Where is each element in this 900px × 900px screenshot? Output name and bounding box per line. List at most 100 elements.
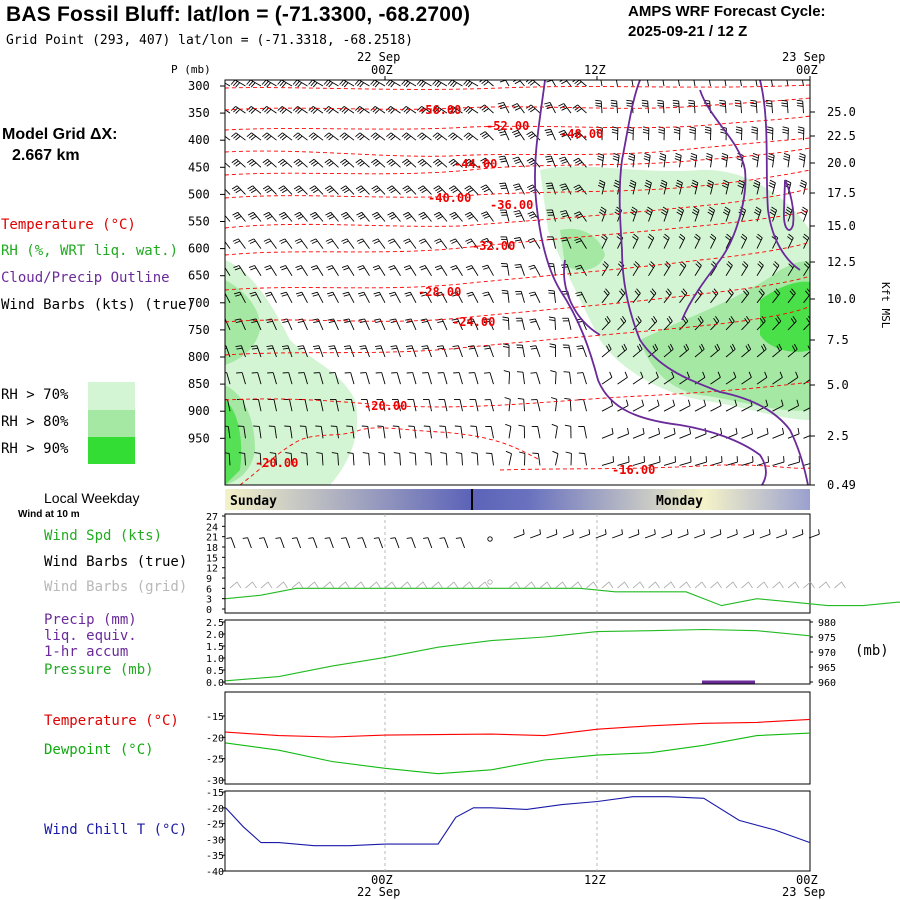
xs-barb [281,80,293,87]
xs-barb-feather [312,345,319,348]
xs-barb-feather [231,132,237,138]
xs-barb-feather [343,267,350,271]
xs-barb-feather [440,452,447,454]
xs-barb [772,265,780,276]
xs-barb-feather [797,427,800,434]
xs-barb [313,158,324,168]
xs-barb-feather [343,135,349,141]
xs-barb [457,318,463,331]
xs-barb [227,399,231,412]
wind-chill-axis: -15-20-25-30-35-40 [206,788,225,878]
xs-barb [395,345,401,358]
xs-barb [346,238,355,249]
xs-barb-feather [401,80,406,85]
xs-barb [332,291,339,304]
xs-barb [520,291,525,303]
xs-barb-feather [709,206,715,211]
xs-barb [320,399,324,412]
xs-top-axis: 22 Sep 00Z 12Z 23 Sep 00Z [357,50,825,80]
xs-barb-feather [405,82,411,88]
wind-barb-grid [338,581,350,589]
xs-barb-feather [640,371,644,378]
legend-rh80-label: RH > 80% [1,414,69,430]
wind-barb-true-feather [226,537,232,539]
xs-barb-feather [783,158,790,162]
xs-barb [522,372,525,385]
xs-barb [663,237,670,249]
wind-tick-6: 9 [206,574,212,585]
xs-barb-feather [278,158,284,164]
xs-barb [787,461,800,466]
xs-barb-feather [308,80,313,85]
xs-barb-feather [503,345,510,349]
xs-barb [312,80,324,87]
xs-barb-feather [342,291,349,295]
xs-barb-feather [465,107,471,113]
xs-barb-feather [797,131,804,134]
xs-barb [349,345,355,358]
xs-barb-feather [766,131,773,134]
wind-barb-true-feather [406,537,412,539]
xs-barb-feather [499,106,507,110]
xs-barb-feather [362,452,369,454]
xs-barb-feather [751,131,758,134]
xs-barb [756,461,769,466]
xs-barb-feather [626,102,633,105]
xs-barb-feather [355,158,361,164]
wind-tick-4: 15 [206,553,218,564]
xs-barb-feather [372,134,378,139]
xs-barb-feather [561,239,568,242]
xs-barb [484,104,494,114]
xs-barb-feather [561,80,567,85]
xs-barb [578,184,587,195]
xs-barb-feather [463,106,469,111]
xs-barb-feather [788,233,794,239]
xs-barb-feather [386,158,392,164]
xs-barb-feather [806,317,810,324]
wind-barb-grid [369,581,381,589]
legend-rh90-swatch [88,437,135,464]
xs-barb-feather [703,399,707,406]
xs-barb-feather [574,159,581,164]
xs-barb [741,320,751,331]
xs-barb-feather [548,292,555,294]
kft-axis-label: Kft MSL [879,282,892,329]
xs-barb-feather [732,343,736,350]
xs-barb-feather [632,236,638,241]
xs-barb-feather [755,206,762,211]
wind-barb-grid [555,581,567,589]
wind-barb-true-feather [324,537,330,539]
xs-barb [694,210,700,222]
xs-barb-feather [467,294,474,297]
xs-barb-feather [434,134,440,139]
xs-barb-feather [706,152,713,156]
xs-barb-feather [603,290,609,296]
xs-barb-feather [769,179,776,184]
xs-barb-feather [327,267,334,271]
xs-barb-feather [452,162,458,167]
wind-barb-grid [617,581,629,589]
xs-barb-feather [250,294,257,297]
wind-barb-true [279,537,285,549]
xs-barb-feather [558,156,565,160]
xs-barb-feather [683,345,688,352]
xs-barb-feather [233,134,239,139]
xs-barb-feather [328,294,335,297]
xs-barb-feather [281,267,288,271]
xs-barb [365,372,370,385]
xs-barb-feather [782,126,789,129]
xs-barb-feather [297,294,304,297]
height-axis: 25.022.520.017.515.012.510.07.55.02.50.4… [810,105,856,492]
xs-barb-feather [448,185,455,190]
xs-barb-feather [576,108,582,113]
wind-barb-true [776,533,787,539]
xs-barb [455,238,463,249]
xs-barb-feather [416,106,422,111]
xs-barb-feather [218,188,223,191]
xs-barb-feather [403,265,410,269]
xs-barb [423,212,432,222]
xs-barb-feather [645,179,652,184]
xs-barb-feather [659,152,666,156]
xs-barb [803,463,810,466]
xs-barb-feather [526,131,532,136]
